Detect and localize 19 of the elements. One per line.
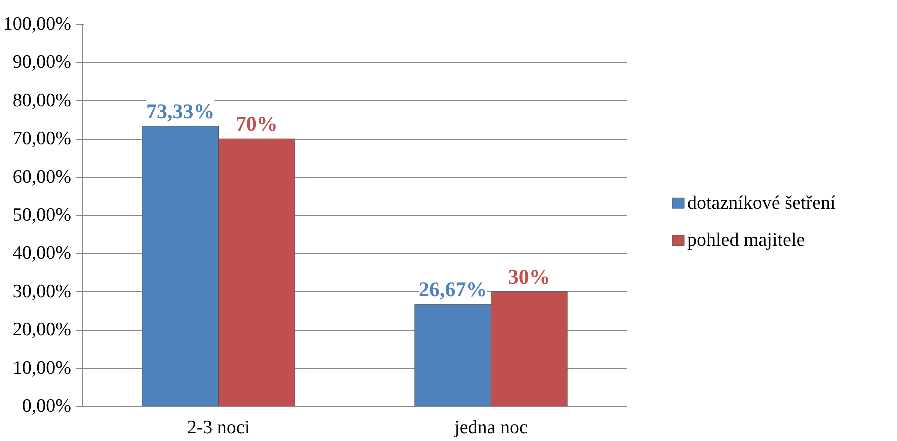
y-tick-label: 20,00% (12, 320, 72, 341)
legend-label: dotazníkové šetření (688, 192, 836, 214)
y-tick-label: 30,00% (12, 281, 72, 302)
data-label: 30% (508, 264, 550, 289)
y-tick-label: 60,00% (12, 166, 72, 188)
y-tick-label: 100,00% (3, 14, 72, 35)
y-tick-label: 40,00% (12, 243, 72, 264)
y-tick-label: 90,00% (12, 52, 72, 74)
y-tick-label: 80,00% (12, 90, 72, 112)
y-tick-label: 0,00% (22, 396, 72, 417)
y-tick-label: 70,00% (12, 128, 72, 150)
legend-label: pohled majitele (688, 230, 806, 252)
data-label: 73,33% (146, 99, 215, 124)
x-tick-label: 2-3 noci (187, 418, 250, 438)
y-tick-label: 50,00% (12, 205, 72, 226)
x-tick-label: jedna noc (454, 418, 528, 438)
data-label: 26,67% (418, 278, 488, 302)
y-tick-label: 10,00% (12, 358, 72, 379)
data-label: 70% (236, 112, 278, 136)
